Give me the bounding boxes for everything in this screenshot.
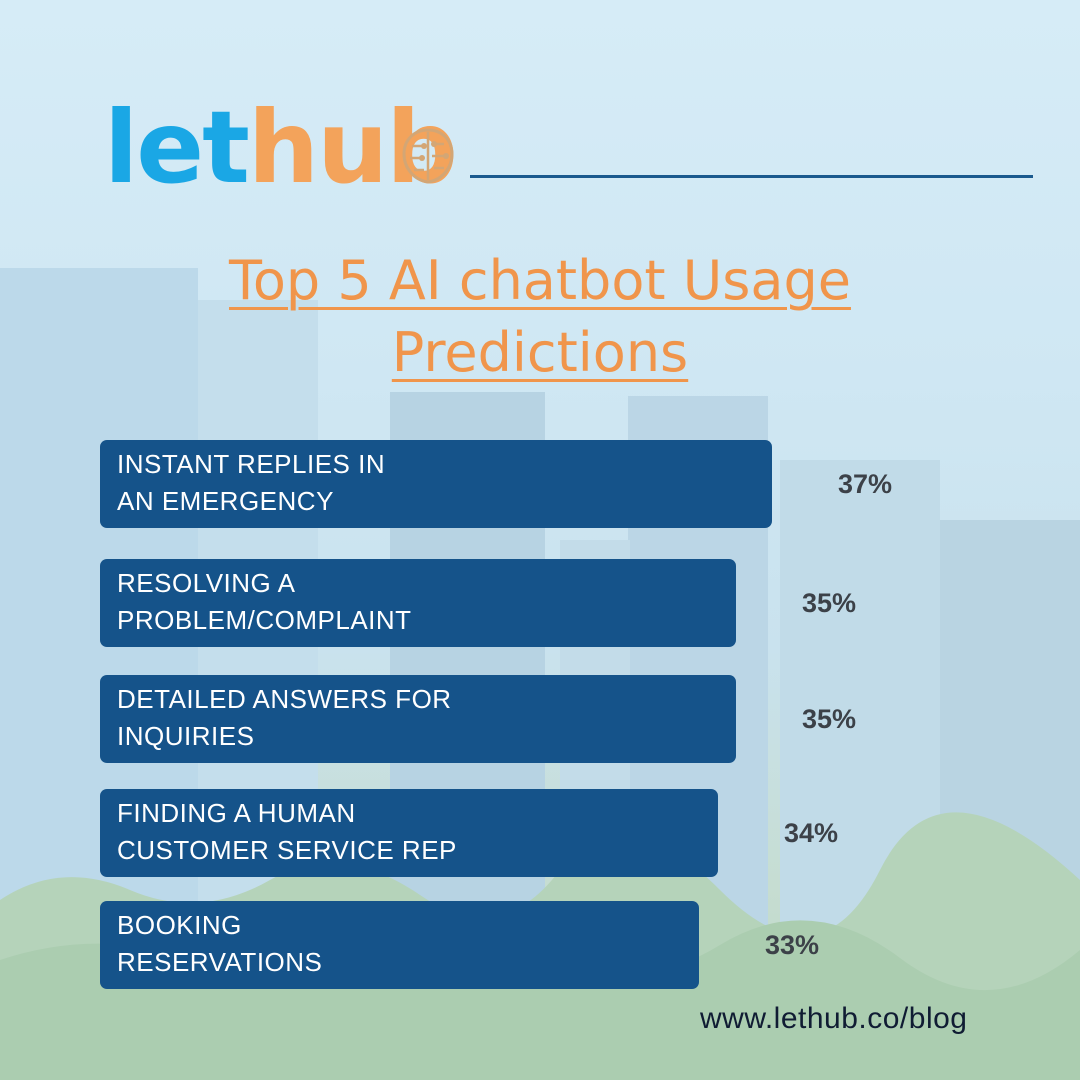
header-rule <box>470 175 1033 178</box>
value-label: 33% <box>765 930 820 960</box>
brain-circuit-icon <box>402 128 454 184</box>
lethub-logo: lethub <box>104 88 464 208</box>
category-label: RESOLVING A PROBLEM/COMPLAINT <box>117 568 412 635</box>
footer-url: www.lethub.co/blog <box>700 1002 968 1035</box>
value-label: 35% <box>802 588 857 618</box>
category-label: BOOKING RESERVATIONS <box>117 910 323 977</box>
category-label: FINDING A HUMAN CUSTOMER SERVICE REP <box>117 798 457 865</box>
bar-1: INSTANT REPLIES IN AN EMERGENCY <box>100 440 772 528</box>
bar-5: BOOKING RESERVATIONS <box>100 901 699 989</box>
bar-3: DETAILED ANSWERS FOR INQUIRIES <box>100 675 736 763</box>
category-label: INSTANT REPLIES IN AN EMERGENCY <box>117 449 386 516</box>
value-label: 34% <box>784 818 839 848</box>
bar-2: RESOLVING A PROBLEM/COMPLAINT <box>100 559 736 647</box>
bar-4: FINDING A HUMAN CUSTOMER SERVICE REP <box>100 789 718 877</box>
category-label: DETAILED ANSWERS FOR INQUIRIES <box>117 684 452 751</box>
chart-title: Top 5 AI chatbot Usage Predictions <box>229 249 851 384</box>
value-label: 35% <box>802 704 857 734</box>
logo-wordmark: lethub <box>104 89 458 206</box>
value-label: 37% <box>838 469 893 499</box>
